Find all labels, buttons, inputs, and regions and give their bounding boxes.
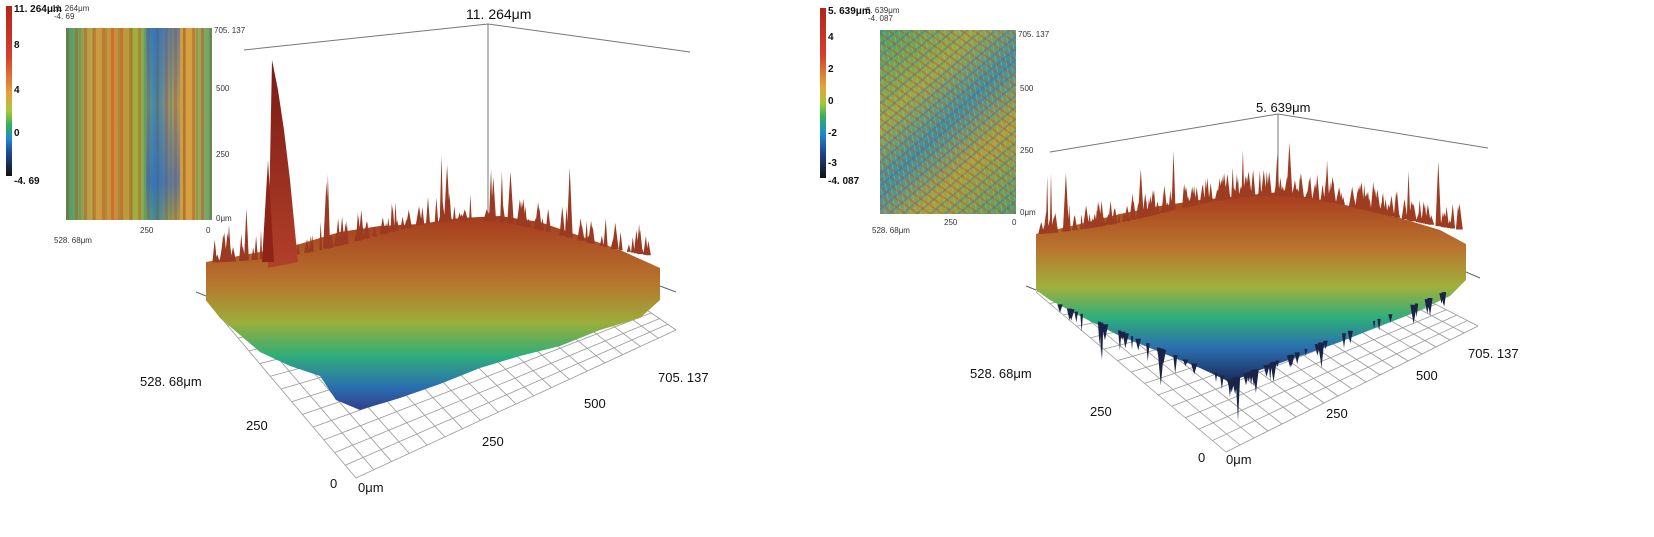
surface-3d-plot (1025, 113, 1489, 453)
right-tick-label: 250 (482, 434, 504, 449)
inset-right-tick: 250 (1020, 146, 1034, 155)
x-axis-extent-label: 705. 137 (1468, 346, 1519, 361)
colorbar-tick: 0 (828, 96, 834, 107)
inset-bottom-tick: 528. 68μm (54, 236, 92, 245)
inset-right-tick: 705. 137 (1018, 30, 1050, 39)
surface-3d-plot (195, 23, 691, 479)
tall-peak-side (262, 160, 274, 262)
peak-height-label: 5. 639μm (1256, 100, 1311, 115)
colorbar-left (6, 6, 12, 176)
peak-height-label: 11. 264μm (466, 6, 532, 22)
tall-peak (268, 60, 298, 268)
surface-body (1036, 192, 1466, 382)
colorbar-top-label: 5. 639μm (828, 6, 871, 17)
right-tick-label: 500 (584, 396, 606, 411)
colorbar-right (820, 8, 826, 178)
colorbar-tick: 0 (14, 128, 20, 139)
colorbar-tick: 4 (14, 85, 20, 96)
right-tick-label: 500 (1416, 368, 1438, 383)
colorbar-tick: 4 (828, 32, 834, 43)
inset-header-top: 5. 639μm (866, 6, 900, 15)
height-map-inset (880, 30, 1016, 214)
surface-body (206, 216, 660, 410)
surface-profile-left: 11. 264μm 8 4 0 -4. 69 11. 264μm -4. 69 … (0, 0, 760, 537)
front-tick-label: 0 (330, 476, 338, 491)
colorbar-tick: 2 (828, 64, 834, 75)
inset-header-top: 11. 264μm (52, 4, 90, 13)
inset-bottom-tick: 250 (944, 218, 958, 227)
frame-lines (243, 23, 691, 230)
height-map-inset (66, 28, 212, 220)
colorbar-top-label: 11. 264μm (14, 4, 62, 15)
inset-right-tick: 500 (216, 84, 230, 93)
inset-right-tick: 0μm (216, 214, 232, 223)
axis-lines (1025, 271, 1481, 291)
inset-right-tick: 705. 137 (214, 26, 246, 35)
inset-blue-region (146, 28, 180, 220)
y-axis-extent-label: 528. 68μm (970, 366, 1032, 381)
inset-bottom-tick: 250 (140, 226, 154, 235)
inset-bottom-tick: 0 (206, 226, 211, 235)
right-tick-label: 250 (1326, 406, 1348, 421)
inset-bottom-tick: 0 (1012, 218, 1017, 227)
y-axis-extent-label: 528. 68μm (140, 374, 202, 389)
inset-right-tick: 250 (216, 150, 230, 159)
inset-bottom-tick: 528. 68μm (872, 226, 910, 235)
colorbar-tick: -2 (828, 128, 837, 139)
surface-spikes (212, 155, 651, 263)
inset-right-tick: 500 (1020, 84, 1034, 93)
front-tick-label: 0 (1198, 450, 1206, 465)
axis-lines (195, 285, 677, 297)
inset-header-bottom: -4. 69 (54, 12, 75, 21)
front-tick-label: 250 (246, 418, 268, 433)
colorbar-bottom-label: -4. 69 (14, 176, 40, 187)
colorbar-bottom-label: -4. 087 (828, 176, 860, 187)
origin-label: 0μm (1226, 452, 1252, 467)
front-tick-label: 250 (1090, 404, 1112, 419)
surface-spikes (1038, 142, 1463, 234)
colorbar-tick: 8 (14, 40, 20, 51)
surface-profile-right: 5. 639μm 4 2 0 -2 -3 -4. 087 5. 639μm -4… (820, 0, 1654, 537)
inset-right-tick: 0μm (1020, 208, 1036, 217)
colorbar-tick: -3 (828, 158, 837, 169)
origin-label: 0μm (358, 480, 384, 495)
inset-header-bottom: -4. 087 (868, 14, 893, 23)
x-axis-extent-label: 705. 137 (658, 370, 709, 385)
